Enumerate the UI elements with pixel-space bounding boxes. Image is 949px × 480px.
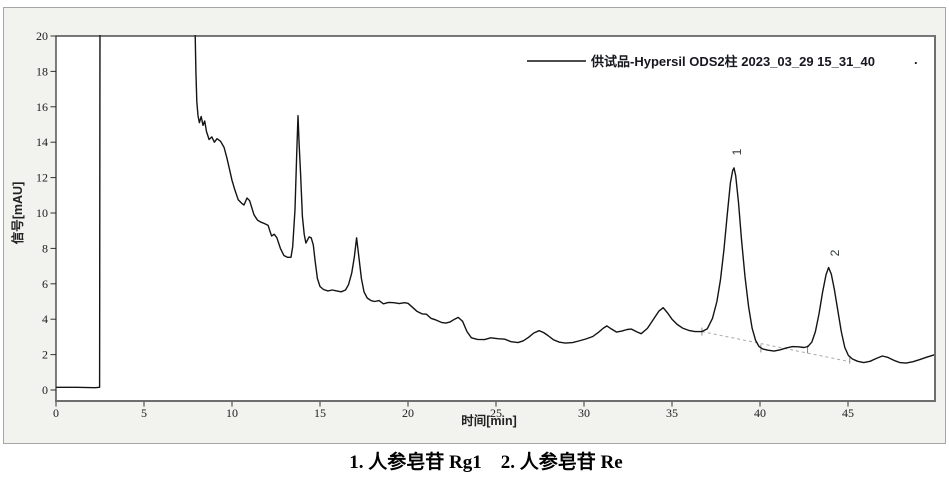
y-tick-label: 6 bbox=[42, 277, 48, 291]
y-axis-ticks: 0 2 4 6 8 10 12 14 16 18 20 bbox=[36, 29, 56, 397]
x-axis-title: 时间[min] bbox=[461, 413, 517, 428]
y-axis-title: 信号[mAU] bbox=[10, 182, 25, 245]
x-axis-ticks: 0 5 10 15 20 25 30 35 40 45 bbox=[53, 402, 854, 420]
x-tick-label: 20 bbox=[402, 406, 414, 420]
x-tick-label: 0 bbox=[53, 406, 59, 420]
chromatogram-trace bbox=[56, 35, 935, 389]
peak-2-label: 2 bbox=[828, 249, 842, 256]
peak-1-label: 1 bbox=[730, 148, 744, 155]
x-tick-label: 40 bbox=[754, 406, 766, 420]
figure-caption: 1. 人参皂苷 Rg1 2. 人参皂苷 Re bbox=[349, 450, 622, 473]
legend-trailing-dot: . bbox=[914, 52, 918, 67]
x-tick-label: 5 bbox=[141, 406, 147, 420]
trace-layer bbox=[56, 35, 935, 389]
y-tick-label: 12 bbox=[36, 171, 48, 185]
plot-area bbox=[56, 36, 935, 402]
y-tick-label: 2 bbox=[42, 348, 48, 362]
legend-label: 供试品-Hypersil ODS2柱 2023_03_29 15_31_40 bbox=[590, 54, 875, 69]
y-tick-label: 20 bbox=[36, 29, 48, 43]
x-tick-label: 25 bbox=[490, 406, 502, 420]
x-tick-label: 15 bbox=[314, 406, 326, 420]
y-tick-label: 4 bbox=[42, 312, 48, 326]
x-tick-label: 10 bbox=[226, 406, 238, 420]
y-tick-label: 10 bbox=[36, 206, 48, 220]
integration-baseline bbox=[701, 331, 850, 363]
y-tick-label: 18 bbox=[36, 64, 48, 78]
x-tick-label: 35 bbox=[666, 406, 678, 420]
y-tick-label: 0 bbox=[42, 383, 48, 397]
x-tick-label: 30 bbox=[578, 406, 590, 420]
y-tick-label: 8 bbox=[42, 241, 48, 255]
y-tick-label: 14 bbox=[36, 135, 48, 149]
y-tick-label: 16 bbox=[36, 100, 48, 114]
x-tick-label: 45 bbox=[842, 406, 854, 420]
